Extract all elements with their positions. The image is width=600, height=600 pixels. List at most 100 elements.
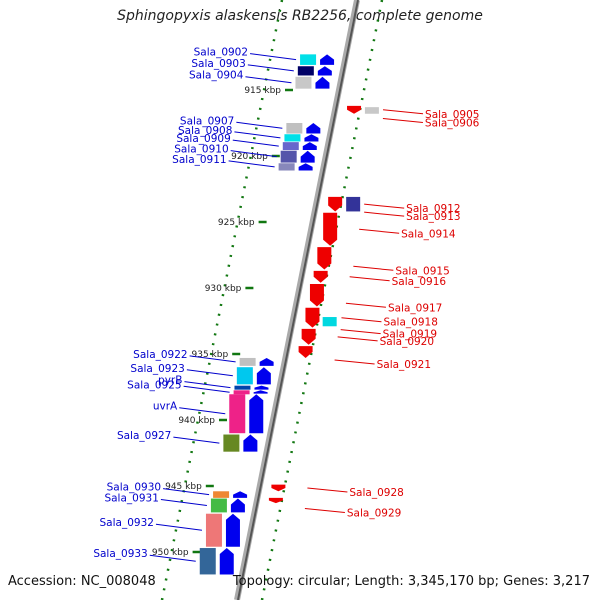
gene-leader (307, 487, 348, 493)
gene-arrow-plus (233, 491, 248, 498)
gene-arrow-plus (219, 548, 234, 575)
gene-box (236, 367, 253, 385)
gene-box (213, 491, 230, 498)
gene-leader (359, 228, 400, 234)
gene-label-plus: Sala_0930 (107, 482, 161, 494)
gene-arrow-plus (300, 150, 315, 163)
gene-box (199, 548, 216, 575)
gene-box (286, 123, 303, 134)
gene-label-plus: Sala_0910 (174, 144, 228, 156)
gene-label-plus: Sala_0925 (127, 379, 181, 391)
gene-box (300, 54, 317, 65)
gene-arrow-plus (298, 163, 313, 171)
gene-box (282, 142, 299, 151)
gene-leader (349, 276, 390, 282)
gene-label-plus: Sala_0927 (117, 430, 171, 442)
gene-leader (364, 211, 405, 217)
gene-arrow-minus (268, 497, 283, 504)
gene-arrow-minus (301, 328, 316, 345)
gene-label-minus: Sala_0913 (406, 211, 460, 223)
gene-arrow-plus (249, 394, 264, 434)
gene-label-minus: Sala_0929 (347, 508, 401, 520)
gene-leader (382, 109, 424, 115)
gene-arrow-plus (259, 357, 274, 366)
gene-box (205, 513, 222, 547)
gene-leader (337, 336, 378, 342)
gene-label-minus: Sala_0906 (425, 117, 480, 129)
gene-leader (345, 302, 386, 308)
gene-leader (250, 53, 297, 61)
gene-label-minus: Sala_0916 (392, 276, 447, 288)
gene-arrow-minus (313, 270, 328, 283)
gene-arrow-plus (302, 142, 317, 151)
gene-label-plus: Sala_0902 (194, 47, 248, 59)
gene-label-plus: pyrB (158, 375, 182, 387)
gene-arrow-minus (317, 247, 332, 270)
gene-arrow-plus (225, 513, 240, 547)
gene-arrow-plus (243, 434, 258, 452)
gene-leader (230, 150, 277, 158)
tick-label: 930 kbp (205, 284, 242, 294)
gene-arrow-minus (305, 307, 320, 328)
gene-box (229, 394, 246, 434)
gene-leader (245, 76, 292, 84)
gene-box (223, 434, 240, 452)
gene-label-plus: Sala_0903 (191, 58, 245, 70)
gene-leader (155, 523, 203, 531)
gene-label-minus: Sala_0918 (383, 317, 437, 329)
gene-label-minus: Sala_0912 (406, 203, 460, 215)
gene-labels: Sala_0902Sala_0903Sala_0904Sala_0907Sala… (93, 47, 480, 562)
gene-leader (163, 488, 210, 496)
gene-box (284, 134, 301, 142)
gene-features (199, 54, 379, 575)
gene-arrow-minus (323, 212, 338, 246)
gene-leader (382, 117, 423, 123)
gene-box (233, 390, 250, 395)
left-track-dots (160, 0, 284, 600)
gene-label-plus: Sala_0931 (104, 492, 158, 504)
gene-label-minus: Sala_0920 (380, 336, 434, 348)
gene-box (278, 163, 295, 171)
gene-leader (173, 436, 220, 444)
accession-label: Accession: NC_008048 (8, 574, 156, 589)
gene-arrow-minus (328, 196, 343, 212)
gene-leader (228, 160, 275, 168)
tick-label: 945 kbp (165, 482, 202, 492)
gene-leader (179, 407, 226, 415)
gene-leader (149, 554, 196, 562)
gene-label-plus: Sala_0923 (130, 363, 184, 375)
gene-arrow-plus (256, 367, 271, 385)
gene-label-minus: Sala_0914 (401, 228, 456, 240)
gene-arrow-plus (317, 66, 332, 76)
gene-arrow-plus (230, 498, 245, 513)
right-track-dots (260, 0, 384, 600)
gene-label-minus: Sala_0905 (425, 109, 479, 121)
gene-leader (184, 381, 231, 389)
track-dots (160, 0, 384, 600)
gene-arrow-minus (347, 105, 362, 114)
gene-leader (189, 355, 236, 363)
gene-label-plus: Sala_0909 (176, 133, 230, 145)
gene-arrow-minus (309, 284, 324, 307)
gene-arrow-minus (298, 346, 313, 358)
gene-leader (232, 139, 279, 147)
gene-box (234, 385, 251, 390)
genome-backbone (234, 0, 360, 600)
gene-label-plus: Sala_0908 (178, 125, 232, 137)
gene-label-plus: Sala_0922 (133, 349, 187, 361)
gene-label-plus: Sala_0907 (180, 115, 234, 127)
tick-label: 920 kbp (231, 152, 268, 162)
gene-label-minus: Sala_0919 (383, 329, 437, 341)
gene-leader (304, 508, 345, 514)
tick-label: 925 kbp (218, 218, 255, 228)
gene-box (295, 76, 312, 89)
gene-leader (183, 385, 230, 393)
gene-arrow-minus (271, 484, 286, 492)
gene-arrow-plus (304, 134, 319, 142)
gene-label-plus: Sala_0933 (93, 548, 147, 560)
gene-box (346, 196, 361, 212)
gene-box (280, 150, 297, 163)
tick-label: 950 kbp (152, 548, 189, 558)
gene-label-minus: Sala_0917 (388, 302, 442, 314)
tick-label: 935 kbp (192, 350, 229, 360)
